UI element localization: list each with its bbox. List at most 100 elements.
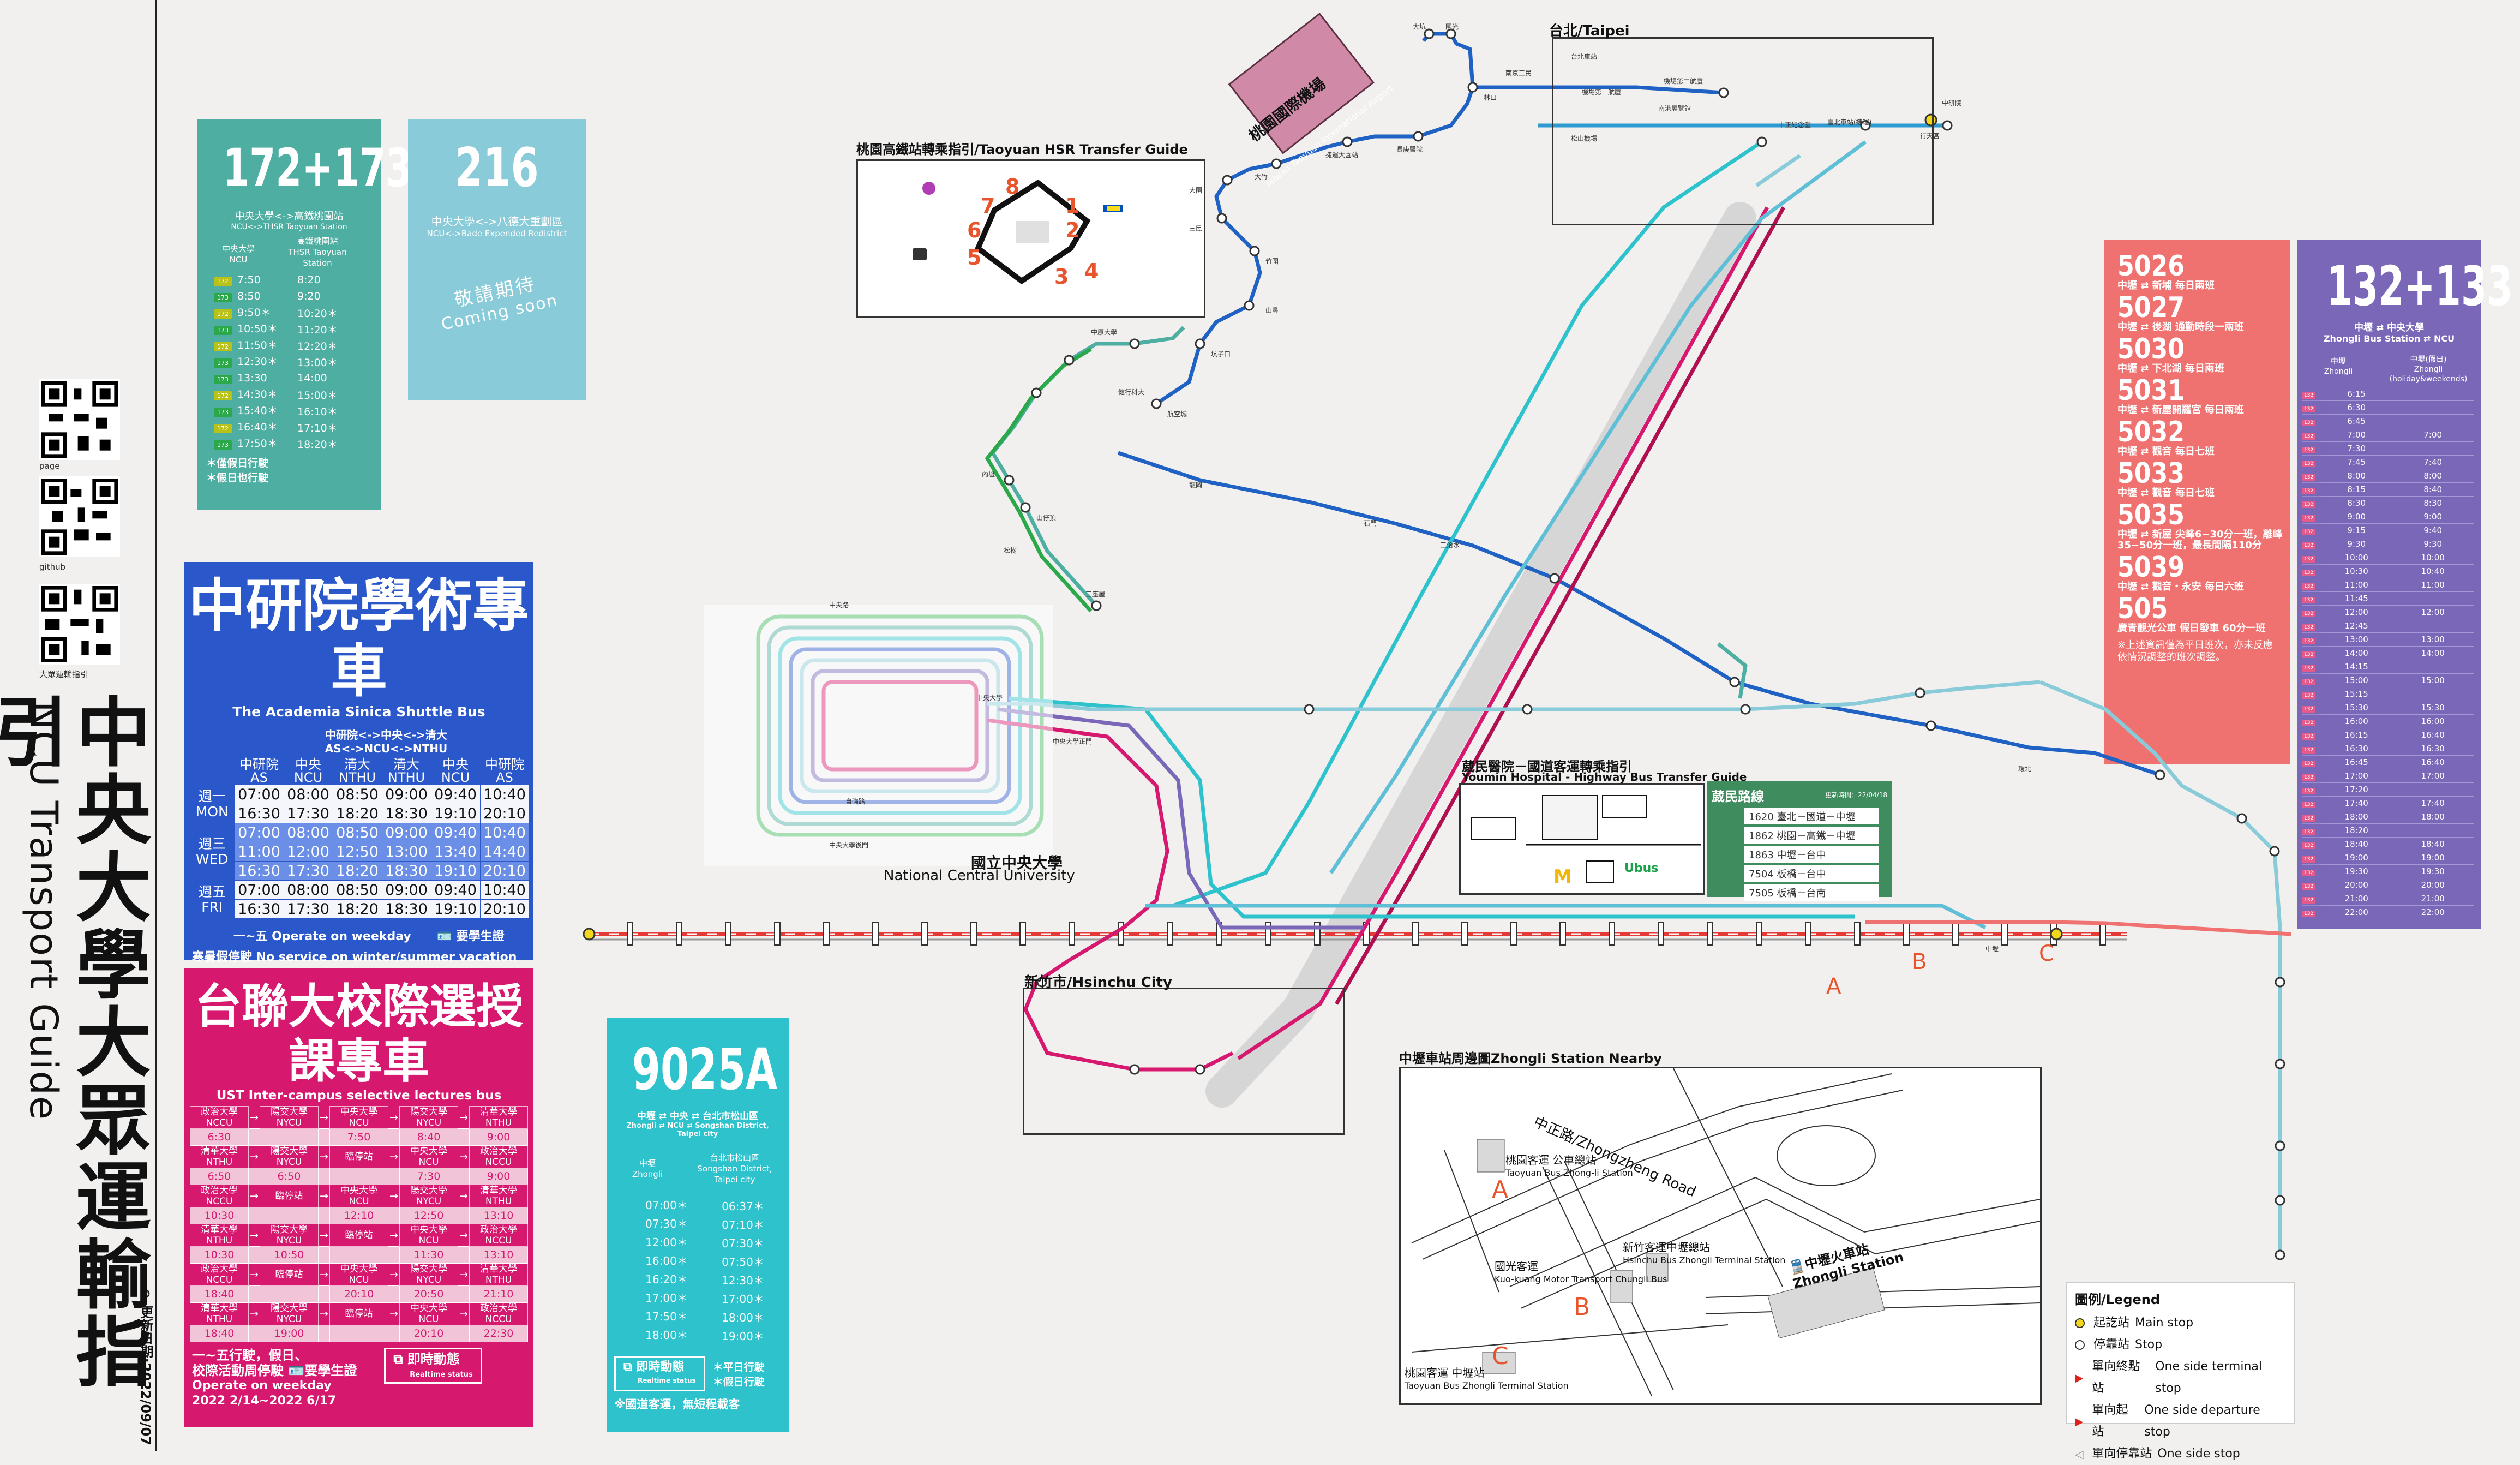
stop-en: NCCU — [206, 1275, 233, 1285]
youmin-title-en: Youmin Hospital - Highway Bus Transfer G… — [1462, 770, 1747, 784]
route-number: 505 — [2117, 593, 2168, 625]
table-row: 173 8:50 9:20 — [214, 288, 357, 304]
9025a-realtime-button[interactable]: ⧉ 即時動態 Realtime status — [614, 1356, 705, 1391]
line-diagonal-1 — [1237, 206, 1769, 1060]
route-tag: 132 — [2302, 870, 2316, 876]
qr-icon — [41, 479, 118, 555]
stop-dot — [1271, 158, 1282, 169]
route-tag-cell: 132 — [2302, 756, 2321, 769]
column-header-zh: 中央 — [295, 757, 321, 772]
time-cell: 17:30 — [283, 899, 333, 919]
table-row: 政治大學 NCCU → 陽交大學 NYCU → 中央大學 NCU → 陽交大學 NYCU → 清華大學 N… — [190, 1106, 528, 1129]
time-cell: 10:40 — [479, 823, 530, 842]
route-tag-cell: 132 — [2302, 497, 2321, 510]
time-weekday: 11:45 — [2321, 591, 2392, 606]
stop-dot — [1718, 87, 1729, 98]
stop-en: NCCU — [485, 1235, 512, 1246]
time-cell: 10:40 — [479, 785, 530, 804]
route-desc: 中壢 ⇄ 新屋開羅宮 每日兩班 — [2117, 404, 2244, 416]
table-row: 132 10:30 10:40 — [2302, 564, 2474, 578]
time-holiday — [2392, 591, 2474, 606]
time-weekday: 18:40 — [2321, 837, 2392, 851]
zhongli-station-building — [1767, 1267, 1885, 1339]
route-desc: 中壢 ⇄ 後湖 通勤時段一兩班 — [2117, 321, 2244, 333]
svg-text:4: 4 — [1084, 259, 1099, 283]
station-label: 山鼻 — [1265, 307, 1279, 314]
stop-dot — [1195, 1064, 1205, 1075]
table-row: 17:00＊ 17:00＊ — [628, 1289, 781, 1307]
time-cell: 20:10 — [479, 804, 530, 823]
route-tag-cell: 132 — [2302, 565, 2321, 578]
realtime-icon: ⧉ — [623, 1360, 632, 1374]
table-row: 132 18:40 18:40 — [2302, 837, 2474, 851]
route-tag-cell: 132 — [2302, 619, 2321, 633]
divider — [155, 0, 157, 1451]
stop-en: NYCU — [416, 1275, 442, 1285]
time-songshan: 12:30＊ — [722, 1273, 764, 1287]
arrow-cell: → — [250, 1229, 259, 1241]
line-zhongli-teal — [1145, 904, 1987, 930]
railway-stop — [1756, 922, 1762, 946]
route-tag-cell: 132 — [2302, 838, 2321, 851]
youmin-guide-frame: Ubus M — [1459, 783, 1705, 895]
station-label: 行天宮 — [1920, 132, 1940, 140]
stop-zh: 陽交大學 — [271, 1146, 308, 1157]
time-weekday: 16:15 — [2321, 728, 2392, 742]
time-weekday: 18:00 — [2321, 810, 2392, 824]
route-number: 5035 — [2117, 499, 2185, 531]
route-tag-cell: 132 — [2302, 647, 2321, 660]
table-row: 173 10:50＊ 11:20＊ — [214, 321, 357, 337]
route-tag: 132 — [2302, 597, 2316, 603]
qr-code-page[interactable] — [39, 379, 120, 460]
route-desc: 中壢 ⇄ 下北湖 每日兩班 — [2117, 363, 2224, 374]
main-stop-dot — [1924, 113, 1937, 127]
table-row: 173 13:30 14:00 — [214, 370, 357, 386]
stop-dot — [1413, 131, 1424, 142]
time-holiday: 15:30 — [2392, 701, 2474, 715]
railway-stop — [1019, 922, 1026, 946]
table-row: 132 9:30 9:30 — [2302, 537, 2474, 551]
stop-dot — [1549, 573, 1560, 584]
route-desc: 中壢 ⇄ 新屋 尖峰6~30分一班，離峰 35~50分一班，最長間隔110分 — [2117, 529, 2283, 551]
ust-title-en: UST Inter-campus selective lectures bus — [216, 1089, 502, 1103]
station-label: 機場第一航廈 — [1582, 88, 1622, 96]
stop-b-zh: 國光客運 — [1495, 1260, 1538, 1273]
table-row: 16:30 17:30 18:20 18:30 19:10 20:10 — [190, 804, 530, 823]
stop-dot — [1740, 704, 1751, 715]
ust-realtime-button[interactable]: ⧉ 即時動態 Realtime status — [384, 1348, 482, 1384]
stop-cell: 陽交大學 NYCU — [260, 1106, 319, 1129]
route-tag: 173 — [214, 408, 232, 417]
stop-zh: 陽交大學 — [410, 1264, 447, 1275]
youmin-route: 1863 中壢－台中 — [1744, 846, 1879, 863]
arrow-cell: → — [459, 1151, 468, 1163]
station-label: 中原大學 — [1091, 328, 1118, 336]
stop-d-en: Hsinchu Bus Zhongli Terminal Station — [1623, 1255, 1786, 1265]
route-desc: 中壢 ⇄ 觀音 每日七班 — [2117, 487, 2215, 499]
ust-note-4: 2022 2/14~2022 6/17 — [192, 1394, 337, 1408]
qr-code-guide[interactable] — [39, 584, 120, 665]
station-label: 國光 — [1445, 23, 1459, 31]
column-header-en: NTHU — [338, 770, 376, 785]
table-row: 132 13:00 13:00 — [2302, 632, 2474, 647]
station-label: 中央大學 — [976, 694, 1003, 702]
map-letter-b: B — [1912, 949, 1927, 974]
route-tag-cell: 132 — [2302, 742, 2321, 756]
time-cell: 10:50 — [260, 1246, 319, 1264]
route-tag: 132 — [2302, 692, 2316, 699]
table-row: 132 8:15 8:40 — [2302, 482, 2474, 497]
time-holiday: 13:00 — [2392, 632, 2474, 647]
table-row: 132 16:30 16:30 — [2302, 742, 2474, 756]
stop-letter-c: C — [1492, 1342, 1509, 1370]
qr-caption-page: page — [39, 461, 60, 471]
youmin-table-date: 更新時間：22/04/18 — [1825, 791, 1887, 799]
qr-code-github[interactable] — [39, 476, 120, 557]
time-cell — [388, 1246, 400, 1264]
route-tag-cell: 132 — [2302, 906, 2321, 919]
time-thsr: 10:20＊ — [297, 307, 338, 320]
stop-dot — [1304, 704, 1315, 715]
time-cell — [458, 1128, 470, 1146]
table-row: 6:50 6:50 7:30 9:00 — [190, 1168, 528, 1185]
as-timetable: 中研院 AS 中央 NCU 清大 NTHU 清大 NTHU 中央 NCU 中研院 AS 週一 MON 07… — [190, 757, 530, 919]
time-cell: 08:50 — [332, 823, 382, 842]
